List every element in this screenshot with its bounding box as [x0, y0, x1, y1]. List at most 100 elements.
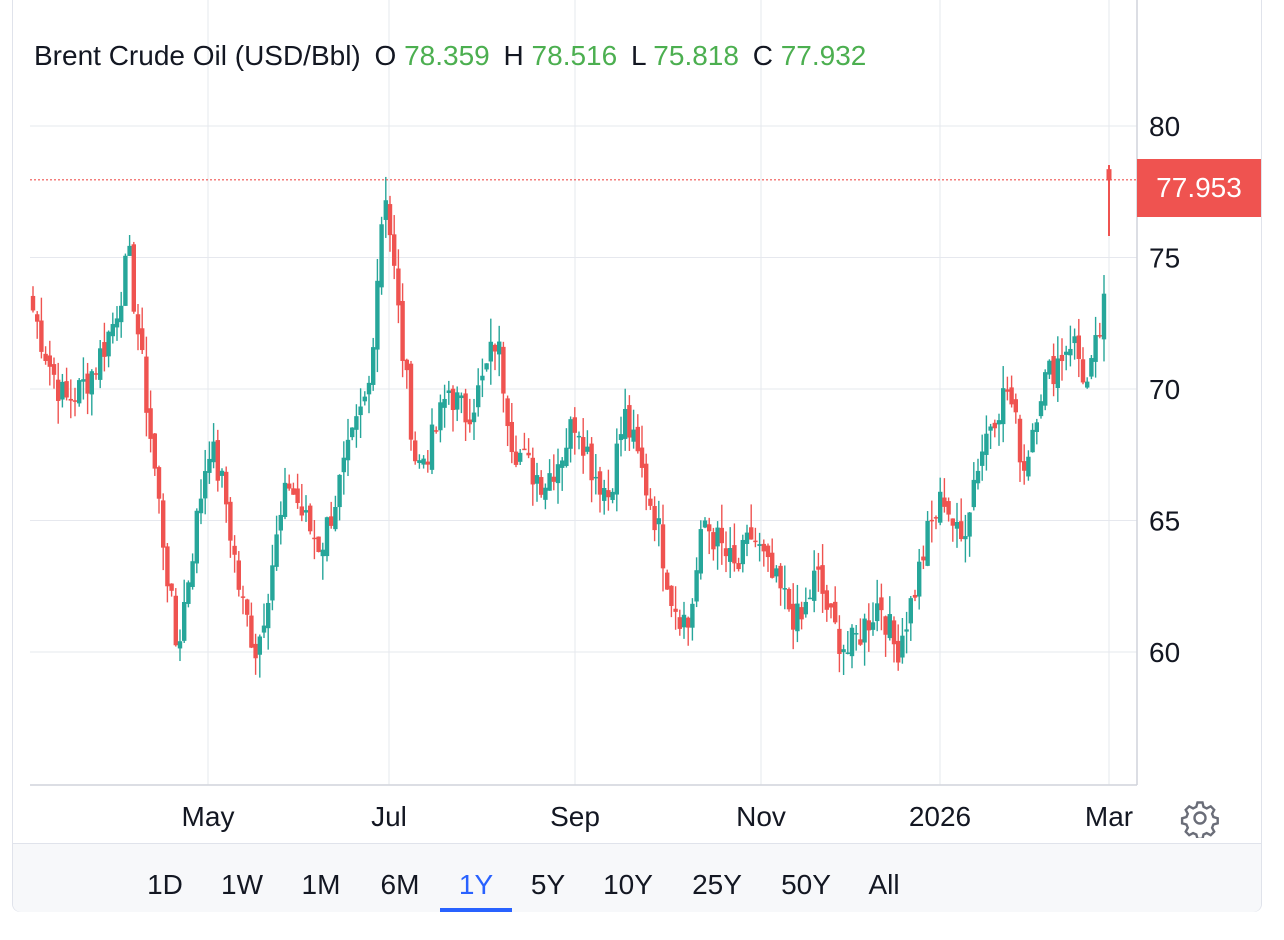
low-value: 75.818	[653, 40, 739, 71]
close-label: C	[752, 40, 773, 71]
candle-body	[539, 477, 544, 495]
candle-body	[770, 552, 775, 578]
candle-body	[358, 406, 363, 416]
candle-body	[547, 473, 552, 491]
candle-body	[635, 426, 640, 452]
candle-body	[282, 482, 288, 517]
candle-body	[245, 599, 250, 615]
candle-body	[576, 435, 582, 438]
candle-body	[543, 487, 548, 500]
y-tick-label: 65	[1149, 506, 1180, 537]
candle-body	[1089, 358, 1094, 377]
candle-body	[261, 625, 267, 633]
candle-body	[1030, 429, 1035, 453]
candle-body	[1038, 401, 1044, 417]
candle-body	[593, 476, 598, 479]
candle-body	[156, 467, 162, 499]
candle-body	[803, 601, 808, 615]
candle-body	[648, 498, 653, 506]
y-tick-label: 70	[1149, 374, 1180, 405]
timeframe-6m[interactable]: 6M	[380, 869, 420, 900]
candle-body	[1097, 335, 1102, 337]
candle-body	[912, 594, 918, 598]
timeframe-1y[interactable]: 1Y	[458, 869, 494, 900]
candle-body	[833, 601, 838, 623]
timeframe-1w[interactable]: 1W	[221, 869, 263, 900]
timeframe-selected-indicator	[440, 908, 512, 912]
candle-body	[782, 588, 787, 590]
candle-body	[522, 448, 527, 451]
candle-body	[324, 517, 330, 557]
candle-body	[1064, 351, 1069, 355]
candle-body	[345, 439, 351, 461]
candle-body	[215, 440, 220, 481]
candle-body	[266, 602, 271, 629]
candle-body	[161, 500, 166, 548]
candle-body	[807, 597, 813, 600]
candle-body	[417, 460, 422, 464]
x-tick-label: Jul	[371, 801, 407, 832]
candle-body	[408, 363, 414, 440]
candle-body	[984, 433, 989, 455]
candle-body	[917, 561, 922, 597]
candle-body	[677, 617, 682, 629]
timeframe-50y[interactable]: 50Y	[781, 869, 831, 900]
candle-body	[870, 622, 876, 630]
candle-body	[681, 614, 687, 628]
candle-body	[240, 596, 246, 598]
candle-body	[434, 430, 439, 432]
candle-body	[942, 497, 947, 507]
candle-body	[232, 545, 237, 555]
candle-body	[492, 344, 498, 352]
candle-body	[1017, 418, 1023, 463]
candle-body	[354, 416, 359, 430]
candle-body	[35, 314, 40, 322]
candle-body	[837, 628, 842, 654]
candle-body	[224, 471, 229, 505]
candle-body	[891, 620, 897, 645]
candle-body	[93, 373, 99, 375]
timeframe-10y[interactable]: 10Y	[603, 869, 653, 900]
candle-body	[1047, 360, 1052, 375]
gear-icon[interactable]	[1180, 798, 1220, 840]
candle-body	[203, 471, 208, 499]
candle-body	[765, 545, 771, 558]
candle-body	[135, 314, 141, 335]
candle-body	[471, 412, 477, 423]
candle-body	[177, 641, 183, 649]
candle-body	[383, 200, 388, 220]
x-tick-label: Mar	[1085, 801, 1133, 832]
candle-body	[1068, 348, 1073, 356]
candle-body	[824, 590, 829, 610]
candle-body	[278, 514, 283, 531]
candle-body	[652, 506, 657, 531]
timeframe-5y[interactable]: 5Y	[530, 869, 566, 900]
candle-body	[219, 470, 225, 476]
candle-body	[963, 536, 968, 540]
candle-body	[866, 620, 871, 631]
last-price-tag: 77.953	[1137, 159, 1261, 217]
candle-body	[236, 560, 241, 590]
candle-body	[875, 603, 880, 622]
candle-body	[1026, 456, 1031, 477]
candle-body	[392, 234, 397, 266]
candle-body	[858, 639, 863, 645]
candle-body	[60, 381, 65, 400]
candle-body	[316, 536, 321, 552]
chart-title: Brent Crude Oil (USD/Bbl)	[34, 40, 361, 71]
candle-body	[921, 556, 926, 561]
candle-body	[950, 518, 955, 526]
candle-body	[581, 437, 586, 456]
candle-body	[438, 402, 443, 431]
candle-body	[1005, 389, 1010, 392]
timeframe-1d[interactable]: 1D	[147, 869, 183, 900]
candle-body	[744, 532, 750, 544]
candle-body	[102, 342, 107, 357]
candle-body	[320, 549, 325, 557]
candle-body	[862, 618, 867, 643]
timeframe-all[interactable]: All	[868, 869, 900, 900]
timeframe-1m[interactable]: 1M	[301, 869, 341, 900]
timeframe-25y[interactable]: 25Y	[692, 869, 742, 900]
candle-body	[396, 268, 401, 306]
